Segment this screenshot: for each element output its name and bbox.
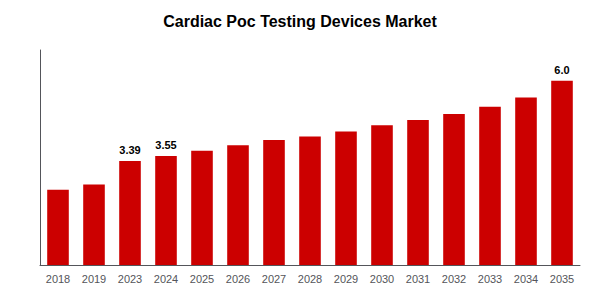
- svg-text:3.39: 3.39: [119, 144, 140, 156]
- svg-text:2031: 2031: [406, 273, 430, 285]
- svg-text:2033: 2033: [478, 273, 502, 285]
- svg-text:2030: 2030: [370, 273, 394, 285]
- svg-text:Cardiac Poc Testing Devices Ma: Cardiac Poc Testing Devices Market: [163, 13, 437, 30]
- svg-text:2035: 2035: [550, 273, 574, 285]
- svg-text:2028: 2028: [298, 273, 322, 285]
- svg-text:2023: 2023: [118, 273, 142, 285]
- svg-text:2024: 2024: [154, 273, 178, 285]
- svg-text:2027: 2027: [262, 273, 286, 285]
- svg-text:6.0: 6.0: [554, 64, 569, 76]
- svg-text:2034: 2034: [514, 273, 538, 285]
- svg-text:2018: 2018: [46, 273, 70, 285]
- svg-text:3.55: 3.55: [155, 139, 176, 151]
- svg-text:2026: 2026: [226, 273, 250, 285]
- svg-text:2019: 2019: [82, 273, 106, 285]
- svg-text:2032: 2032: [442, 273, 466, 285]
- svg-text:2029: 2029: [334, 273, 358, 285]
- svg-text:2025: 2025: [190, 273, 214, 285]
